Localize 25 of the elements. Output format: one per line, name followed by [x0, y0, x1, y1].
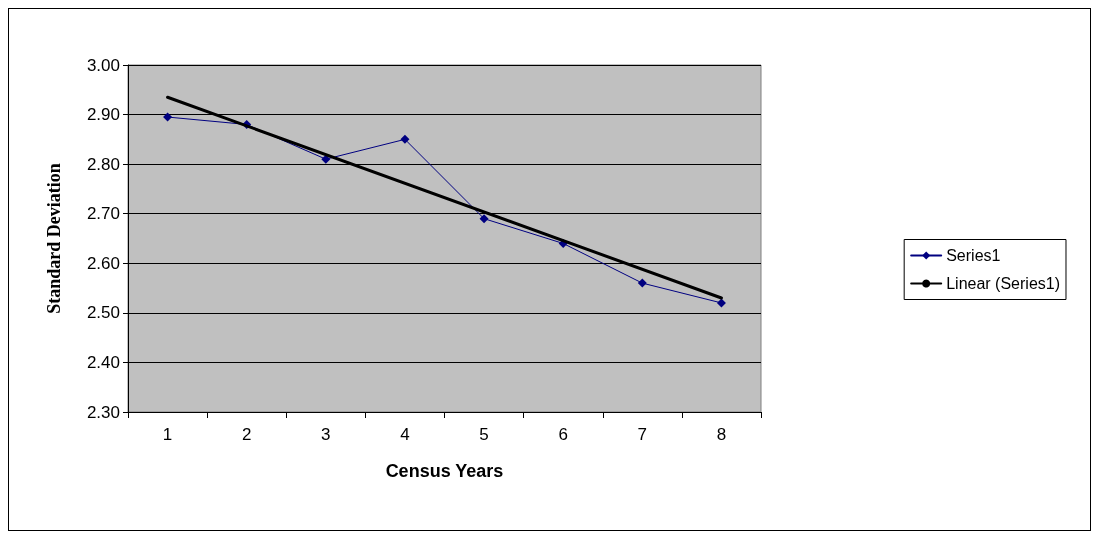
x-tick-label: 6: [558, 425, 568, 444]
x-tick-label: 4: [400, 425, 410, 444]
point: [400, 134, 410, 144]
x-tick-label: 5: [479, 425, 489, 444]
x-axis-title: Census Years: [385, 461, 504, 481]
y-tick-label: 2.40: [86, 352, 120, 372]
legend-label: Linear (Series1): [946, 275, 1060, 292]
y-tick-label: 3.00: [86, 55, 120, 75]
point: [479, 214, 489, 224]
y-tick-label: 2.90: [86, 105, 120, 125]
x-tick-label: 2: [241, 425, 252, 444]
point: [163, 112, 173, 122]
x-tick-label: 7: [637, 425, 648, 444]
y-tick-label: 2.30: [86, 402, 120, 422]
y-tick-label: 2.50: [86, 303, 120, 323]
point: [716, 298, 726, 308]
point: [637, 278, 647, 288]
y-tick-label: 2.60: [86, 253, 120, 273]
x-tick-label: 3: [321, 425, 331, 444]
y-tick-label: 2.70: [86, 204, 120, 224]
legend-label: Series1: [946, 247, 1001, 264]
y-axis-title: Standard Deviation: [44, 163, 64, 314]
y-tick-label: 2.80: [86, 154, 120, 174]
x-tick-label: 1: [162, 425, 173, 444]
x-tick-label: 8: [716, 425, 727, 444]
